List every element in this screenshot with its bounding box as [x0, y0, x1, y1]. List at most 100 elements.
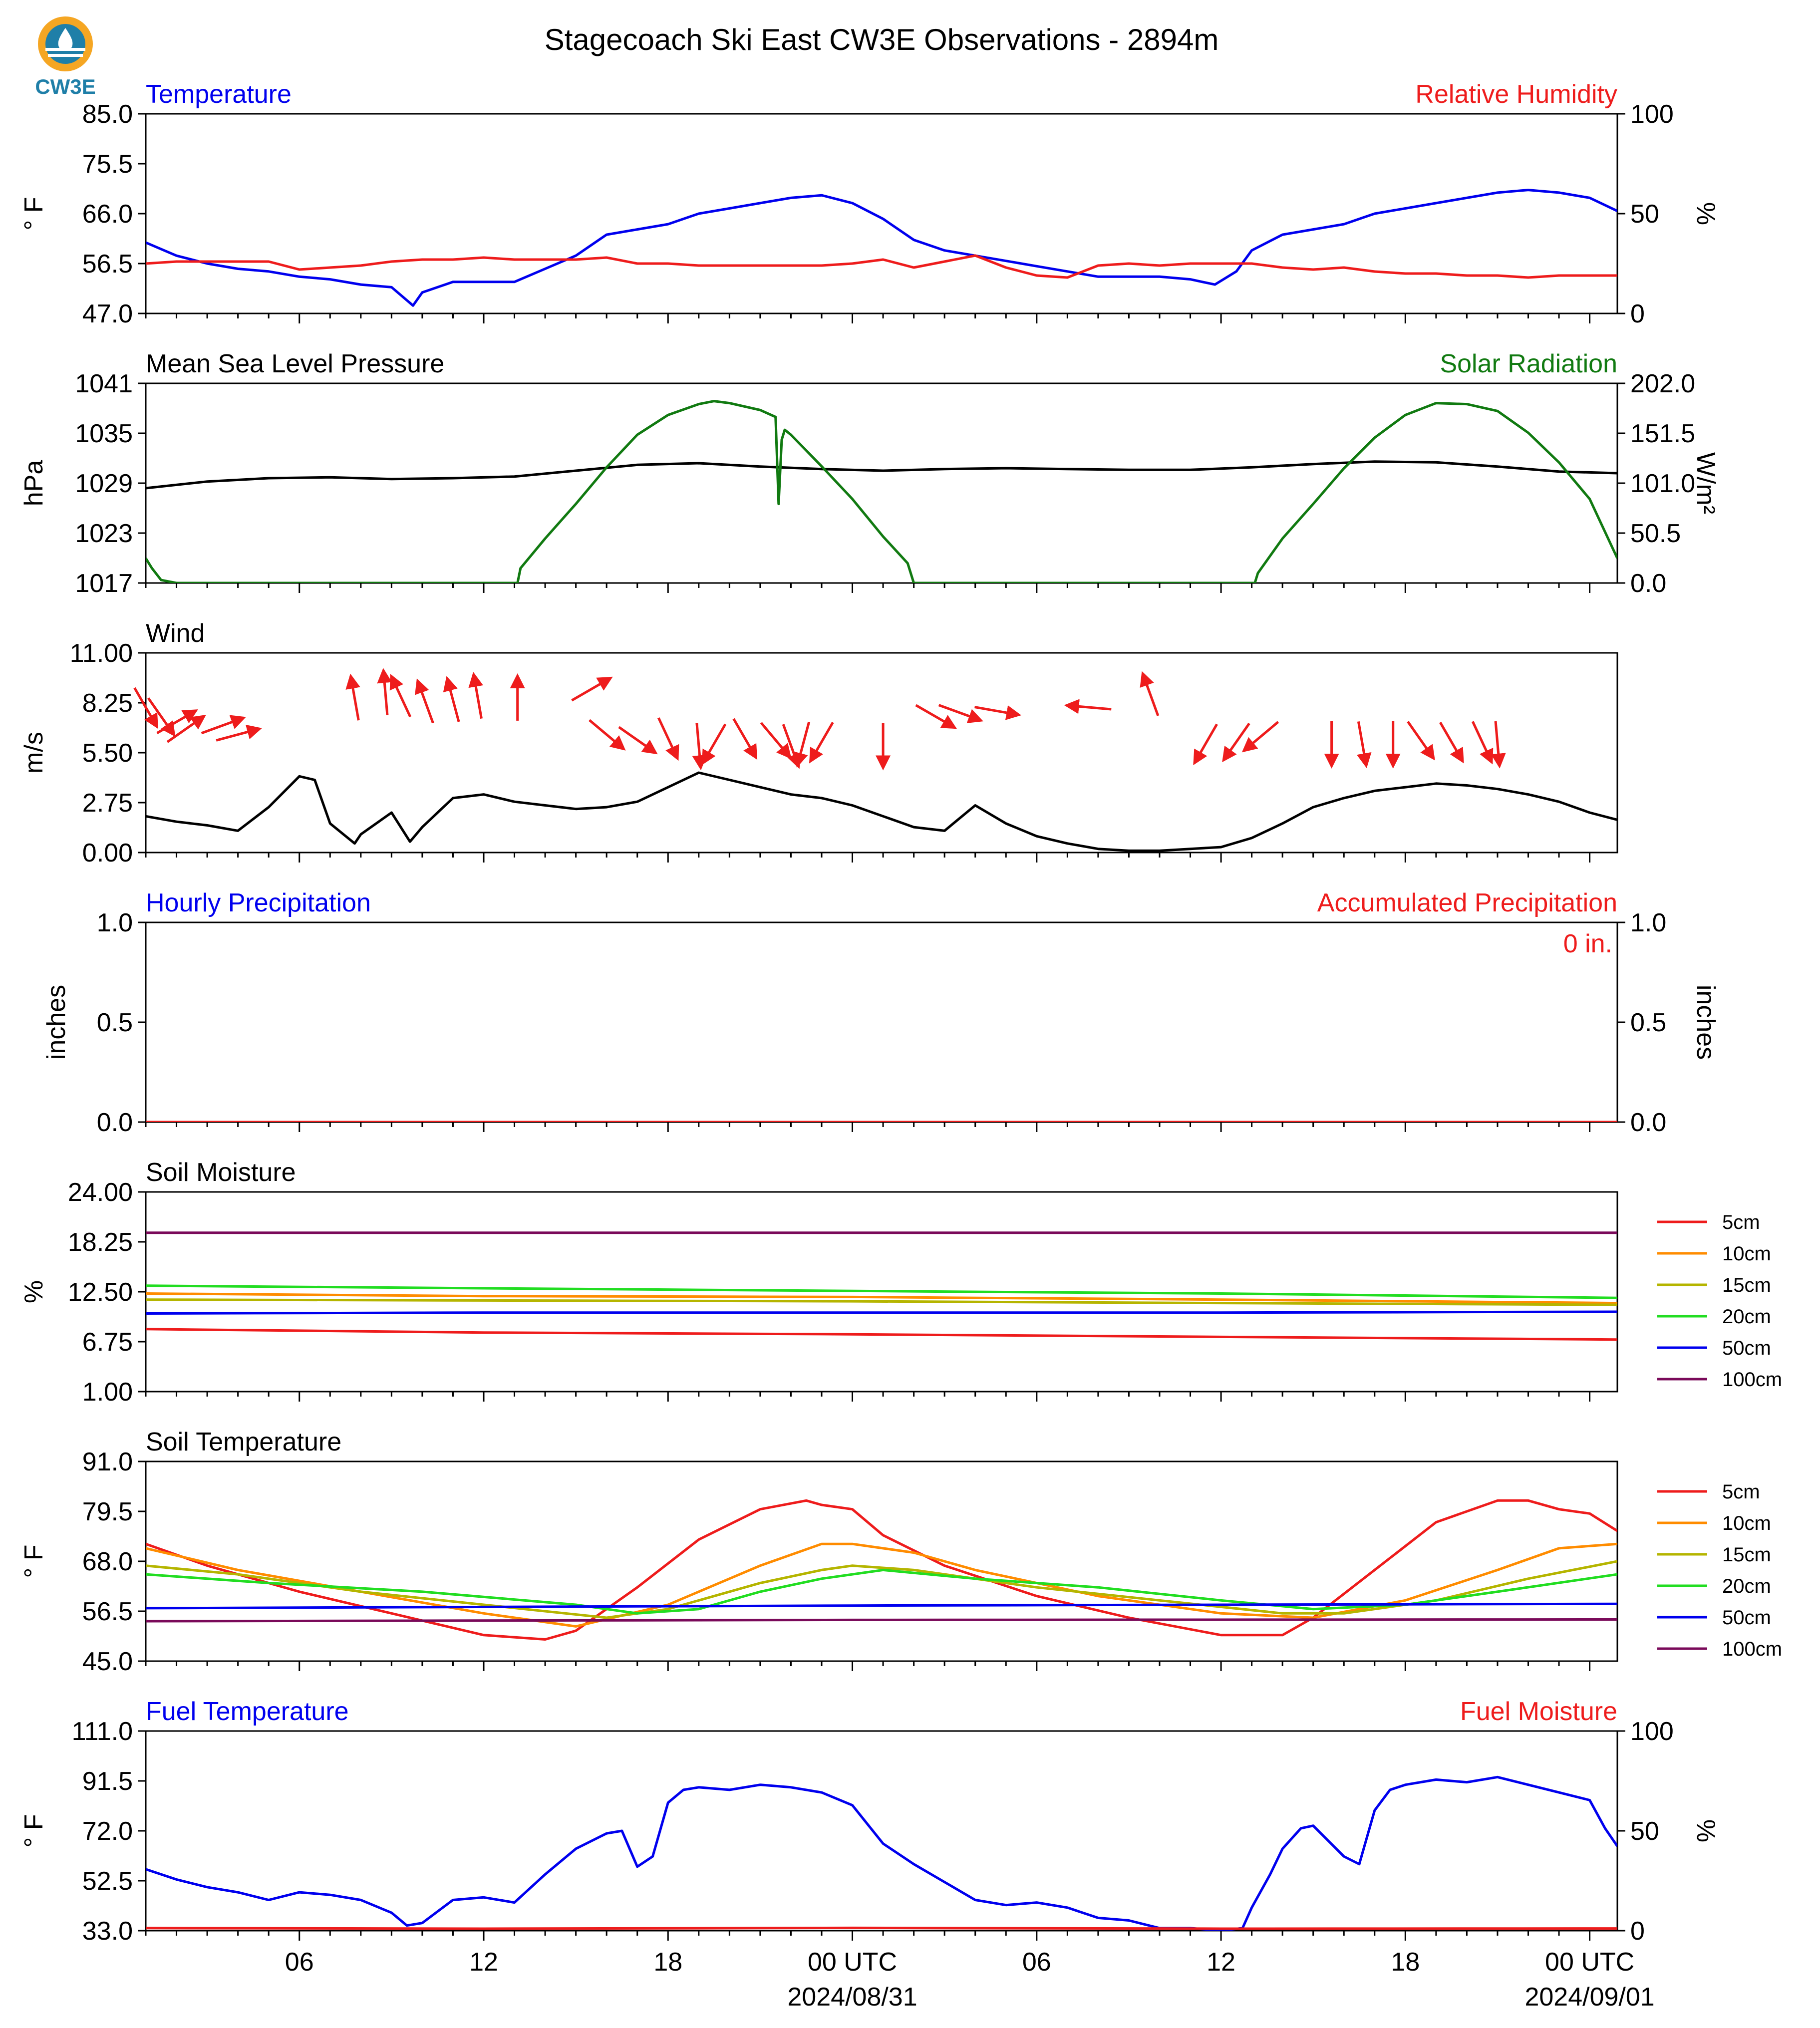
accumulated-precip-annotation: 0 in.	[1563, 929, 1612, 958]
ytick-label-left: 18.25	[68, 1228, 133, 1257]
ytick-label-left: 66.0	[82, 200, 133, 229]
xtick-date-label: 2024/08/31	[787, 1983, 917, 2012]
series-line-20cm	[146, 1284, 1617, 1299]
wind-arrow	[915, 704, 957, 729]
legend-label-10cm: 10cm	[1722, 1512, 1771, 1534]
series-line-0	[146, 771, 1617, 852]
ylabel-right: W/m²	[1691, 452, 1720, 514]
xtick-label: 18	[1391, 1948, 1420, 1977]
panel-pressure_solar: 1017 1023 1029 1035 1041 0.0 50.5 101.0 151.5 202…	[19, 349, 1720, 598]
series-line-15cm	[146, 1560, 1617, 1619]
panel-title-left: Hourly Precipitation	[146, 888, 371, 917]
legend-label-20cm: 20cm	[1722, 1575, 1771, 1597]
ylabel-right: %	[1691, 202, 1720, 225]
ytick-label-left: 91.5	[82, 1767, 133, 1796]
legend-label-50cm: 50cm	[1722, 1337, 1771, 1359]
series-line-1	[146, 400, 1617, 583]
wind-arrow	[468, 672, 483, 719]
series-line-0	[146, 1775, 1617, 1931]
ytick-label-left: 11.00	[70, 639, 133, 668]
wind-arrow	[1356, 721, 1372, 769]
ytick-label-left: 1.00	[82, 1378, 133, 1407]
wind-arrow	[133, 687, 159, 729]
ytick-label-left: 75.5	[82, 150, 133, 179]
legend-label-20cm: 20cm	[1722, 1306, 1771, 1328]
ylabel-left: ° F	[19, 1814, 48, 1847]
wind-arrow	[732, 718, 758, 760]
panel-wind: 0.00 2.75 5.50 8.25 11.00 Wind m/s	[19, 619, 1618, 868]
ytick-label-left: 24.00	[68, 1178, 133, 1207]
series-line-50cm	[146, 1310, 1617, 1315]
wind-arrow	[782, 724, 802, 769]
panel-soil_temp: 45.0 56.5 68.0 79.5 91.0 Soil Temperature ° F 5…	[19, 1428, 1782, 1676]
series-line-5cm	[146, 1328, 1617, 1341]
ytick-label-right: 0.0	[1630, 1108, 1666, 1137]
logo-text: CW3E	[35, 75, 96, 98]
ytick-label-left: 5.50	[82, 739, 133, 768]
ytick-label-left: 52.5	[82, 1867, 133, 1896]
ytick-label-left: 91.0	[82, 1448, 133, 1476]
series-line-20cm	[146, 1568, 1617, 1615]
panel-title-right: Solar Radiation	[1440, 349, 1617, 378]
ytick-label-right: 0.5	[1630, 1008, 1666, 1037]
wind-arrow	[1471, 721, 1494, 765]
series-line-1	[146, 254, 1617, 279]
xtick-label: 06	[1022, 1948, 1051, 1977]
series-line-0	[146, 460, 1617, 490]
panel-title-left: Wind	[146, 619, 205, 648]
panel-title-left: Fuel Temperature	[146, 1697, 349, 1726]
wind-arrow	[345, 673, 360, 721]
ytick-label-left: 45.0	[82, 1647, 133, 1676]
wind-arrow	[1064, 699, 1112, 714]
ytick-label-left: 56.5	[82, 1597, 133, 1626]
panel-temp_rh: 47.0 56.5 66.0 75.5 85.0 0 50 100 Temperature Rel…	[19, 80, 1720, 328]
panel-soil_moisture: 1.00 6.75 12.50 18.25 24.00 Soil Moisture% 5cm…	[19, 1158, 1782, 1407]
wind-arrow	[216, 724, 262, 742]
legend-label-100cm: 100cm	[1722, 1369, 1782, 1391]
series-line-10cm	[146, 1292, 1617, 1305]
ytick-label-left: 56.5	[82, 250, 133, 279]
legend-label-5cm: 5cm	[1722, 1481, 1760, 1503]
ytick-label-left: 72.0	[82, 1817, 133, 1846]
plot-frame	[145, 382, 1618, 584]
ytick-label-left: 79.5	[82, 1497, 133, 1526]
xtick-label: 12	[1207, 1948, 1235, 1977]
wind-arrow	[166, 715, 206, 743]
ytick-label-right: 0.0	[1630, 569, 1666, 598]
wind-arrow	[1222, 722, 1250, 763]
ytick-label-left: 85.0	[82, 100, 133, 129]
ytick-label-right: 1.0	[1630, 908, 1666, 937]
ytick-label-right: 50.5	[1630, 519, 1681, 548]
ytick-label-left: 1.0	[97, 908, 133, 937]
ytick-label-left: 1035	[75, 419, 133, 448]
ylabel-left: %	[19, 1280, 48, 1303]
wind-arrow	[938, 704, 983, 723]
ylabel-right: inches	[1691, 985, 1720, 1060]
wind-arrow	[657, 717, 679, 761]
series-line-50cm	[146, 1602, 1617, 1610]
panel-title-right: Accumulated Precipitation	[1317, 888, 1617, 917]
wind-arrow	[589, 719, 626, 751]
panel-fuel: 33.0 52.5 72.0 91.5 111.0 0 50 100 Fuel Temperat…	[19, 1697, 1720, 1946]
ytick-label-left: 1017	[75, 569, 133, 598]
wind-arrow	[760, 722, 792, 759]
xtick-label: 12	[469, 1948, 498, 1977]
wind-arrow	[974, 705, 1022, 720]
ylabel-left: ° F	[19, 197, 48, 230]
ytick-label-right: 50	[1630, 1817, 1659, 1846]
plot-frame	[145, 113, 1618, 314]
legend-label-100cm: 100cm	[1722, 1638, 1782, 1660]
wind-arrow	[701, 723, 727, 766]
ytick-label-left: 68.0	[82, 1547, 133, 1576]
panel-title-right: Fuel Moisture	[1460, 1697, 1617, 1726]
plot-frame	[145, 921, 1618, 1123]
xtick-date-label: 2024/09/01	[1524, 1983, 1654, 2012]
ytick-label-left: 8.25	[82, 689, 133, 718]
series-line-0	[146, 189, 1617, 307]
ytick-label-left: 111.0	[72, 1717, 133, 1746]
ytick-label-right: 101.0	[1630, 469, 1695, 498]
panel-title-left: Temperature	[146, 80, 292, 109]
ytick-label-left: 33.0	[82, 1917, 133, 1946]
ytick-label-left: 0.5	[97, 1008, 133, 1037]
